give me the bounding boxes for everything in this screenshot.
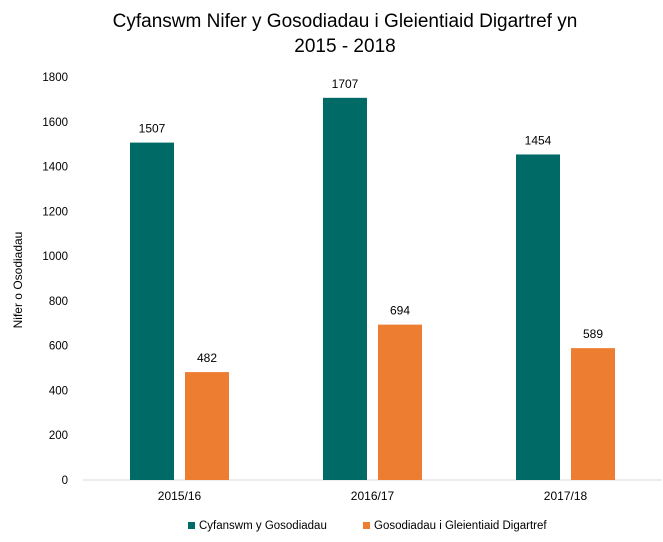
bar <box>378 324 422 480</box>
bar <box>323 97 367 481</box>
y-axis-title: Nifer o Osodiadau <box>11 232 25 329</box>
legend-label: Gosodiadau i Gleientiaid Digartref <box>374 520 547 532</box>
y-tick-label: 600 <box>49 341 68 353</box>
y-tick-label: 1800 <box>42 72 68 84</box>
legend-swatch <box>188 522 195 529</box>
x-axis-categories: 2015/16 2016/17 2017/18 <box>158 489 588 503</box>
data-label: 694 <box>390 304 410 318</box>
data-label: 589 <box>583 327 603 341</box>
data-label: 1454 <box>525 133 552 147</box>
y-tick-label: 1200 <box>42 206 68 218</box>
chart-title-line-2: 2015 - 2018 <box>294 36 395 57</box>
y-tick-label: 800 <box>49 296 68 308</box>
chart-title-line-1: Cyfanswm Nifer y Gosodiadau i Gleientiai… <box>113 11 578 32</box>
x-category-label: 2016/17 <box>351 489 395 503</box>
x-category-label: 2017/18 <box>544 489 588 503</box>
y-tick-label: 1000 <box>42 251 68 263</box>
y-tick-label: 1400 <box>42 162 68 174</box>
y-tick-label: 200 <box>49 430 68 442</box>
y-tick-label: 1600 <box>42 117 68 129</box>
data-label: 482 <box>197 351 217 365</box>
bar <box>516 154 560 480</box>
data-label: 1507 <box>139 122 166 136</box>
y-tick-label: 0 <box>62 475 68 487</box>
bars: 1507 482 1707 694 1454 589 <box>130 77 615 481</box>
bar <box>571 348 615 480</box>
y-axis-ticks: 0 200 400 600 800 1000 1200 1400 1600 1800 <box>42 72 68 487</box>
x-category-label: 2015/16 <box>158 489 202 503</box>
legend-swatch <box>363 522 370 529</box>
bar <box>130 142 174 481</box>
data-label: 1707 <box>332 77 359 91</box>
legend-label: Cyfanswm y Gosodiadau <box>199 520 327 532</box>
bar <box>185 372 229 480</box>
legend: Cyfanswm y Gosodiadau Gosodiadau i Gleien… <box>188 520 547 532</box>
y-tick-label: 400 <box>49 385 68 397</box>
